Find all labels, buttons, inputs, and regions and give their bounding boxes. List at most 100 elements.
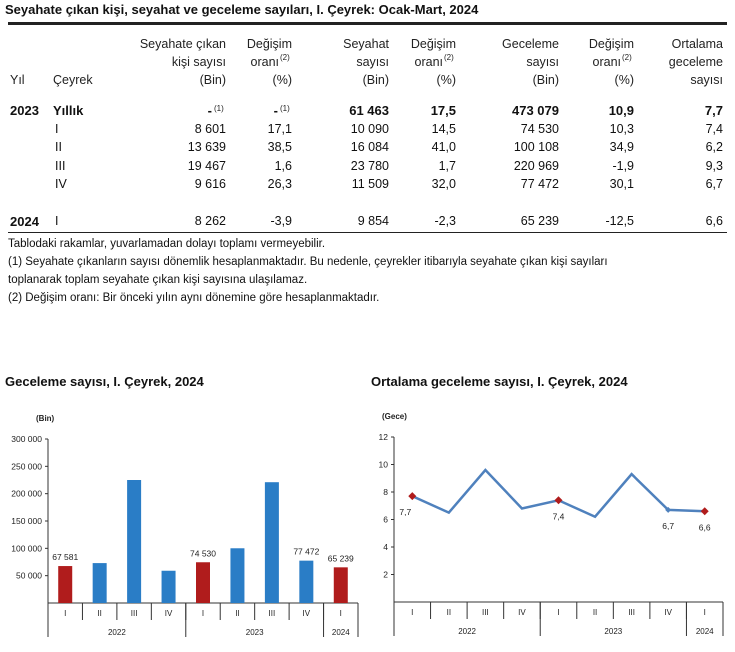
footnote-marker: (2) [280,53,290,62]
data-label: 67 581 [52,552,78,562]
header-c1: kişi sayısı [171,55,226,69]
x-tick-label: IV [165,609,173,618]
data-label: 74 530 [190,548,216,558]
x-tick-label: IV [664,608,672,617]
table-cell: 11 509 [351,177,389,191]
table-cell: 8 601 [194,122,226,136]
table-cell: 6,7 [705,177,723,191]
header-c3: Seyahat [343,37,389,51]
data-label: 65 239 [328,553,354,563]
x-tick-label: II [235,609,239,618]
header-c6: (%) [614,73,634,87]
data-point [700,507,709,516]
group-label: 2022 [108,628,126,637]
y-tick-label: 6 [383,515,388,525]
table-cell: 9,3 [705,159,723,173]
note: (1) Seyahate çıkanların sayısı dönemlik … [8,256,608,268]
table-cell: 7,4 [705,122,723,136]
table-cell: 34,9 [609,140,634,154]
table-cell: 19 467 [187,159,226,173]
group-label: 2023 [246,628,264,637]
x-tick-label: I [704,608,706,617]
y-tick-label: 8 [383,487,388,497]
table-cell: 32,0 [431,177,456,191]
data-label: 7,7 [399,507,411,517]
data-point [554,496,563,505]
footnote-marker: (1) [280,104,290,113]
x-tick-label: III [482,608,489,617]
group-label: 2022 [458,627,476,636]
table-cell: 10 090 [350,122,389,136]
bar [299,560,314,603]
x-tick-label: III [269,609,276,618]
group-label: 2023 [604,627,622,636]
header-c5: Geceleme [502,37,559,51]
data-label: 6,7 [662,521,674,531]
bar [127,480,142,603]
table-cell: 10,3 [609,122,634,136]
y-axis-label: (Bin) [36,414,55,423]
table-cell: 74 530 [520,122,559,136]
x-tick-label: II [447,608,451,617]
header-c3: sayısı [356,55,389,69]
table-cell: 30,1 [609,177,634,191]
bar [196,562,210,603]
table-cell: 17,1 [267,122,292,136]
header-c6: Değişim [588,37,634,51]
note: (2) Değişim oranı: Bir önceki yılın aynı… [8,292,380,304]
bar-chart-title: Geceleme sayısı, I. Çeyrek, 2024 [5,374,204,389]
table-cell: 65 239 [520,214,559,228]
table-title: Seyahate çıkan kişi, seyahat ve geceleme… [5,2,479,17]
x-tick-label: I [411,608,413,617]
note: toplanarak toplam seyahate çıkan kişi sa… [8,274,308,286]
series-line [411,468,705,519]
row-quarter: I [55,122,59,136]
y-tick-label: 2 [383,570,388,580]
table-cell: 1,6 [274,159,292,173]
header-c1: (Bin) [199,73,226,87]
bar [92,563,107,603]
row-quarter: Yıllık [53,103,84,118]
table-cell: 23 780 [350,159,389,173]
top-rule [8,22,727,25]
y-tick-label: 4 [383,542,388,552]
header-c4: (%) [436,73,456,87]
table-cell: - [207,103,212,118]
table-cell: 473 079 [512,103,559,118]
table-cell: -2,3 [434,214,456,228]
header-c4: Değişim [410,37,456,51]
data-point [408,492,417,501]
header-c1: Seyahate çıkan [139,37,226,51]
y-tick-label: 250 000 [11,461,42,471]
table-cell: - [273,103,278,118]
header-c2: oranı [250,55,280,69]
y-tick-label: 10 [379,460,389,470]
x-tick-label: I [340,609,342,618]
x-tick-label: I [64,609,66,618]
data-label: 77 472 [293,547,319,557]
table-cell: -1,9 [612,159,634,173]
table-cell: 7,7 [704,103,723,118]
y-tick-label: 50 000 [16,571,42,581]
table-cell: 61 463 [349,103,389,118]
bar [333,567,348,603]
y-tick-label: 200 000 [11,489,42,499]
table-cell: 220 969 [513,159,559,173]
row-quarter: IV [55,177,67,191]
table-cell: -12,5 [605,214,635,228]
footnote-marker: (2) [622,53,632,62]
bar [230,548,245,603]
data-label: 6,6 [699,522,711,532]
row-quarter: II [55,140,62,154]
table-cell: 9 854 [357,214,389,228]
table-cell: 38,5 [267,140,292,154]
x-tick-label: II [593,608,597,617]
y-tick-label: 150 000 [11,516,42,526]
data-point [665,506,672,513]
header-c2: (%) [272,73,292,87]
footnote-marker: (2) [444,53,454,62]
table-cell: 26,3 [267,177,292,191]
header-c7: sayısı [690,73,723,87]
